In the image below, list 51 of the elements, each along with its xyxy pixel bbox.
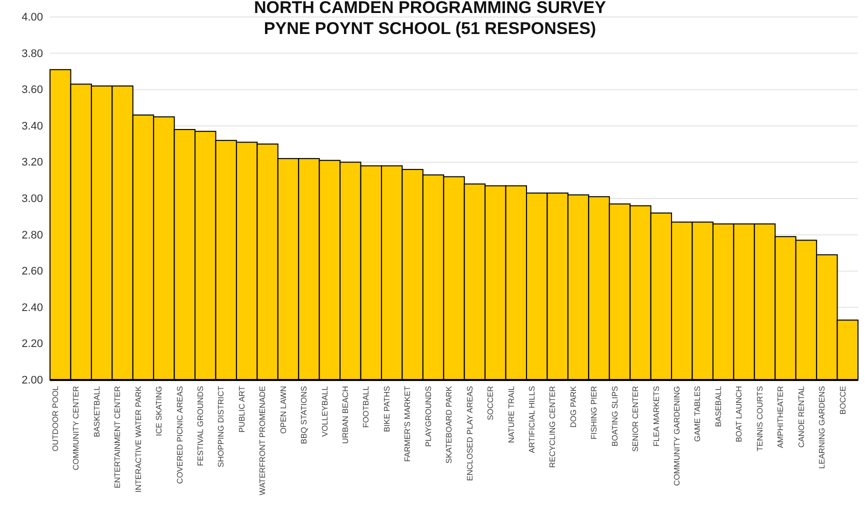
- x-tick-label: PLAYGROUNDS: [424, 386, 433, 447]
- y-tick-label: 3.00: [22, 193, 43, 206]
- x-tick-label: BIKE PATHS: [382, 386, 392, 432]
- x-tick-label: OUTDOOR POOL: [50, 385, 60, 452]
- x-tick-label: FLEA MARKETS: [652, 386, 661, 446]
- x-tick-label: COVERED PICNIC AREAS: [175, 386, 184, 484]
- y-tick-label: 2.20: [22, 338, 43, 350]
- x-tick-label: COMMUNITY CENTER: [72, 386, 81, 470]
- x-tick-label: FARMER'S MARKET: [403, 386, 412, 462]
- x-tick-label: BBQ STATIONS: [300, 386, 309, 444]
- x-tick-label: BOCCE: [838, 386, 848, 414]
- x-tick-label: CANOE RENTAL: [796, 385, 806, 448]
- x-tick-label: BASEBALL: [714, 385, 723, 427]
- y-tick-label: 2.80: [22, 229, 43, 242]
- x-tick-label: BOAT LAUNCH: [734, 386, 744, 442]
- x-tick-label: PUBLIC ART: [237, 386, 246, 433]
- x-tick-label: NATURE TRAIL: [506, 385, 516, 444]
- chart-title: NORTH CAMDEN PROGRAMMING SURVEY PYNE POYNT SCHOOL (51 RESPONSES): [254, 0, 607, 38]
- x-tick-label: FOOTBALL: [362, 385, 371, 428]
- x-tick-label: URBAN BEACH: [341, 386, 350, 444]
- x-tick-label: WATERFRONT PROMENADE: [258, 386, 268, 496]
- x-tick-label: BOATING SLIPS: [610, 386, 620, 446]
- y-tick-label: 3.80: [22, 48, 43, 60]
- x-tick-label: TENNIS COURTS: [755, 386, 764, 452]
- x-tick-label: SKATEBOARD PARK: [444, 385, 454, 464]
- x-tick-label: RECYCLING CENTER: [548, 386, 558, 468]
- x-tick-label: ARTIFICIAL HILLS: [527, 386, 536, 454]
- y-tick-label: 2.40: [22, 302, 43, 314]
- x-tick-label: SHOPPING DISTRICT: [216, 386, 226, 468]
- x-tick-label: BASKETBALL: [92, 385, 102, 438]
- x-tick-label: INTERACTIVE WATER PARK: [134, 385, 143, 493]
- x-tick-label: AMPHITHEATER: [776, 386, 786, 448]
- x-tick-label: SOCCER: [486, 386, 496, 420]
- x-tick-label: ENTERTAINMENT CENTER: [113, 386, 122, 488]
- y-tick-label: 3.60: [22, 84, 43, 96]
- x-tick-label: FISHING PIER: [590, 386, 599, 440]
- x-tick-label: FESTIVAL GROUNDS: [196, 386, 205, 466]
- x-tick-label: ICE SKATING: [154, 386, 164, 436]
- x-tick-label: VOLLEYBALL: [320, 385, 330, 437]
- x-tick-label: LEARNING GARDENS: [818, 386, 827, 469]
- x-tick-label: SENIOR CENTER: [631, 386, 640, 452]
- x-tick-label: GAME TABLES: [693, 386, 702, 442]
- y-tick-label: 3.20: [22, 156, 43, 169]
- x-tick-label: OPEN LAWN: [278, 386, 288, 434]
- x-tick-label: DOG PARK: [568, 385, 578, 428]
- y-tick-label: 4.00: [22, 12, 43, 24]
- x-tick-label: ENCLOSED PLAY AREAS: [465, 386, 474, 481]
- y-tick-label: 3.40: [22, 120, 43, 132]
- y-tick-label: 2.00: [22, 374, 43, 387]
- y-tick-label: 2.60: [22, 266, 43, 278]
- x-tick-label: COMMUNITY GARDENING: [672, 386, 682, 486]
